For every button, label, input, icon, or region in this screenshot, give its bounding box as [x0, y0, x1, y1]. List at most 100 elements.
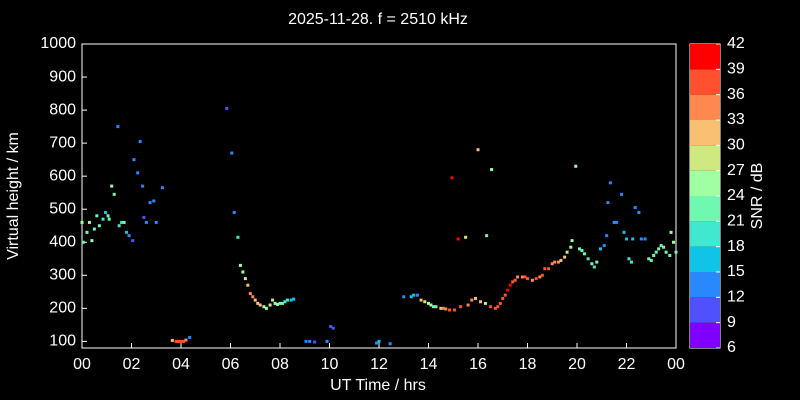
x-tick-label: 06 — [222, 356, 240, 373]
colorbar-cell — [690, 120, 720, 146]
data-point — [280, 301, 284, 305]
data-point — [92, 227, 96, 231]
data-point — [122, 220, 126, 224]
data-point — [488, 305, 492, 309]
data-point — [273, 301, 277, 305]
chart-title: 2025-11-28. f = 2510 kHz — [288, 11, 468, 28]
data-point — [659, 244, 663, 248]
data-point — [590, 262, 594, 266]
data-point — [478, 300, 482, 304]
data-point — [631, 237, 635, 241]
data-point — [331, 326, 335, 330]
y-tick-label: 900 — [49, 68, 76, 85]
data-point — [106, 214, 110, 218]
data-point — [582, 252, 586, 256]
data-point — [238, 263, 242, 267]
colorbar-cell — [690, 297, 720, 323]
data-point — [606, 201, 610, 205]
data-point — [485, 234, 489, 238]
colorbar-cell — [690, 322, 720, 348]
data-point — [625, 237, 628, 241]
y-tick-label: 500 — [49, 200, 76, 217]
data-point — [271, 298, 275, 302]
colorbar-tick-label: 27 — [727, 162, 745, 179]
data-point — [174, 339, 178, 343]
data-point — [85, 230, 89, 234]
data-point — [506, 288, 510, 292]
data-point — [402, 295, 406, 299]
data-point — [181, 339, 185, 343]
colorbar-tick-label: 36 — [727, 86, 745, 103]
colorbar-tick-label: 24 — [727, 187, 745, 204]
data-point — [483, 301, 487, 305]
x-tick-label: 02 — [123, 356, 141, 373]
data-point — [647, 257, 651, 261]
data-point — [490, 168, 494, 172]
data-point — [177, 339, 181, 343]
data-point — [608, 181, 612, 185]
colorbar-tick-label: 12 — [727, 289, 745, 306]
y-tick-label: 300 — [49, 267, 76, 284]
data-point — [441, 306, 445, 310]
data-point — [170, 338, 174, 342]
data-point — [547, 267, 551, 271]
y-tick-label: 700 — [49, 134, 76, 151]
x-tick-label: 14 — [420, 356, 438, 373]
data-point — [95, 214, 99, 218]
data-point — [523, 275, 527, 279]
data-point — [615, 220, 619, 224]
x-tick-label: 10 — [321, 356, 339, 373]
data-point — [498, 301, 502, 305]
x-tick-label: 04 — [172, 356, 190, 373]
data-point — [565, 250, 569, 254]
y-tick-label: 600 — [49, 167, 76, 184]
data-point — [232, 211, 236, 215]
data-point — [246, 283, 250, 287]
x-tick-label: 12 — [370, 356, 388, 373]
data-point — [530, 278, 534, 282]
data-point — [476, 148, 480, 152]
data-point — [622, 230, 626, 234]
data-point — [268, 303, 272, 307]
y-tick-label: 800 — [49, 101, 76, 118]
data-point — [563, 255, 567, 259]
colorbar-cell — [690, 44, 720, 70]
data-point — [662, 245, 666, 249]
data-point — [125, 230, 129, 234]
data-point — [188, 335, 192, 339]
data-point — [283, 300, 287, 304]
data-point — [285, 298, 289, 302]
data-point — [612, 220, 616, 224]
data-point — [278, 301, 282, 305]
data-point — [521, 275, 525, 279]
x-axis-label: UT Time / hrs — [330, 377, 426, 394]
colorbar-cell — [690, 196, 720, 222]
data-point — [225, 106, 229, 110]
data-point — [526, 277, 529, 281]
data-point — [672, 240, 676, 244]
x-tick-label: 20 — [568, 356, 586, 373]
data-point — [654, 250, 658, 254]
data-point — [513, 278, 517, 282]
data-point — [292, 297, 296, 301]
data-point — [138, 139, 142, 143]
colorbar-tick-label: 6 — [727, 339, 736, 356]
data-point — [569, 245, 573, 249]
data-point — [470, 298, 474, 302]
data-point — [313, 340, 317, 344]
data-point — [538, 275, 542, 279]
data-point — [668, 253, 672, 257]
data-point — [148, 201, 152, 205]
data-point — [570, 239, 574, 243]
data-point — [112, 192, 116, 196]
data-point — [144, 220, 148, 224]
data-point — [605, 234, 609, 238]
data-point — [595, 260, 599, 264]
plot-frame — [81, 43, 677, 349]
data-point — [409, 295, 413, 299]
colorbar-cell — [690, 170, 720, 196]
data-point — [627, 257, 631, 261]
data-point — [90, 239, 94, 243]
data-point — [132, 158, 136, 162]
